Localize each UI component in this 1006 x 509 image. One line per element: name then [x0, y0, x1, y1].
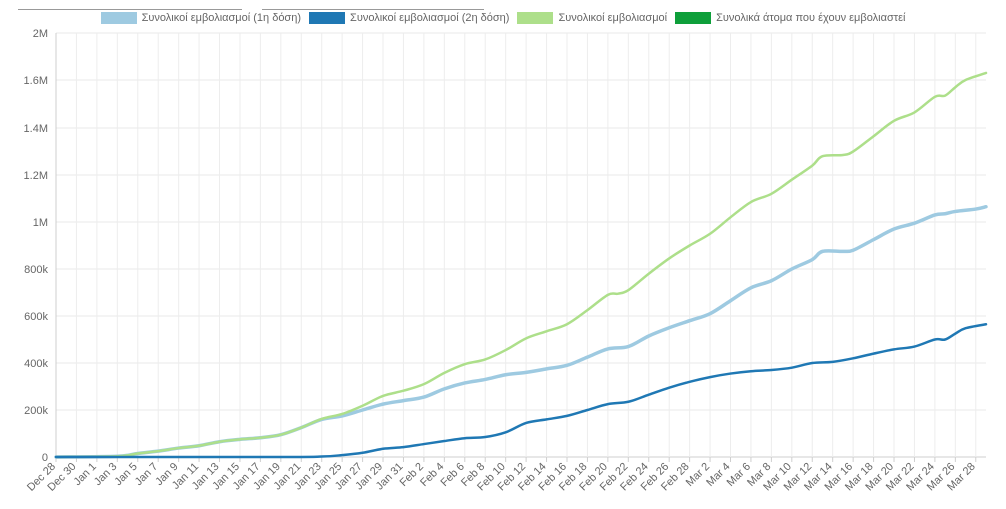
legend-item-second-dose[interactable]: Συνολικοί εμβολιασμοί (2η δόση): [309, 12, 509, 24]
legend-item-people-vaccinated[interactable]: Συνολικά άτομα που έχουν εμβολιαστεί: [675, 12, 905, 24]
x-tick-label: Jan 1: [71, 461, 99, 489]
y-tick-label: 0: [42, 452, 48, 464]
legend-label-second-dose: Συνολικοί εμβολιασμοί (2η δόση): [350, 12, 510, 24]
legend-swatch-total: [517, 12, 554, 24]
y-tick-label: 800k: [24, 264, 48, 276]
cropped-title-underline-right: [262, 9, 484, 10]
legend-label-total: Συνολικοί εμβολιασμοί: [558, 12, 668, 24]
legend-swatch-first-dose: [100, 12, 137, 24]
series-line-total: [54, 71, 988, 459]
y-tick-label: 1.6M: [24, 75, 48, 87]
legend-item-first-dose[interactable]: Συνολικοί εμβολιασμοί (1η δόση): [100, 12, 302, 24]
chart-legend: Συνολικοί εμβολιασμοί (1η δόση) Συνολικο…: [0, 12, 1006, 24]
legend-label-people-vaccinated: Συνολικά άτομα που έχουν εμβολιαστεί: [716, 12, 906, 24]
legend-item-total[interactable]: Συνολικοί εμβολιασμοί: [517, 12, 667, 24]
legend-swatch-second-dose: [309, 12, 346, 24]
y-tick-label: 600k: [24, 311, 48, 323]
legend-label-first-dose: Συνολικοί εμβολιασμοί (1η δόση): [141, 12, 302, 24]
y-tick-label: 1.4M: [24, 123, 48, 135]
legend-swatch-people-vaccinated: [675, 12, 712, 24]
y-tick-label: 1.2M: [24, 170, 48, 182]
series-line-second-dose: [54, 322, 988, 459]
y-tick-label: 1M: [33, 217, 48, 229]
y-tick-label: 200k: [24, 405, 48, 417]
y-tick-label: 2M: [33, 28, 48, 40]
y-tick-label: 400k: [24, 358, 48, 370]
cropped-title-underline-left: [18, 9, 242, 10]
series-line-first-dose: [54, 204, 988, 459]
